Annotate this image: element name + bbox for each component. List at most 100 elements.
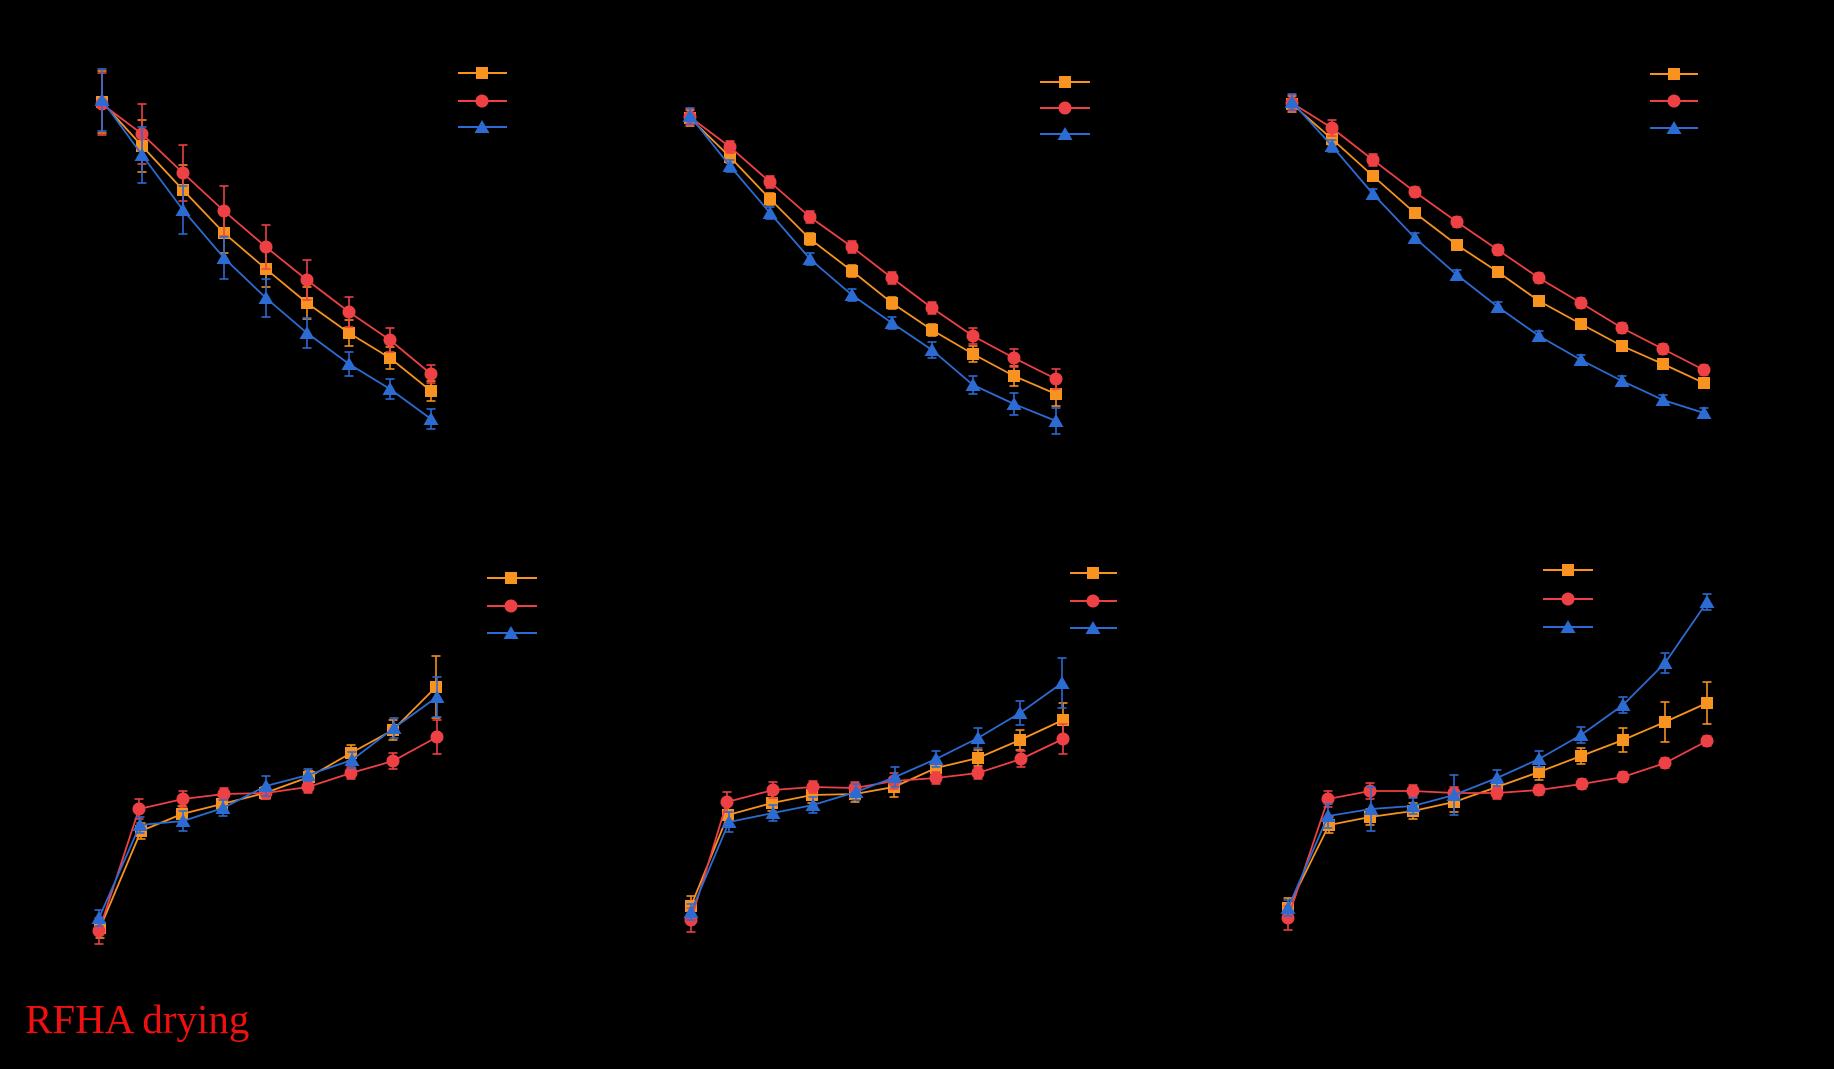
data-point-blue-triangles-7	[1573, 728, 1589, 741]
data-point-blue-triangles-10	[1699, 595, 1715, 608]
series-line-red-circles	[1291, 102, 1705, 371]
data-point-orange-squares-2	[1367, 170, 1379, 182]
data-point-blue-triangles-0	[682, 109, 698, 122]
legend-marker-blue-triangles	[1057, 127, 1073, 140]
data-point-blue-triangles-2	[175, 814, 191, 827]
data-point-blue-triangles-5	[884, 316, 900, 329]
legend-marker-orange-squares	[505, 572, 517, 584]
data-point-red-circles-7	[971, 766, 985, 780]
data-point-red-circles-7	[966, 329, 980, 343]
data-point-red-circles-8	[1014, 752, 1028, 766]
data-point-blue-triangles-9	[1655, 393, 1671, 406]
data-point-blue-triangles-2	[762, 206, 778, 219]
data-point-red-circles-7	[386, 754, 400, 768]
data-point-red-circles-10	[1697, 363, 1711, 377]
data-point-orange-squares-7	[384, 352, 396, 364]
data-point-blue-triangles-9	[1048, 414, 1064, 427]
data-point-blue-triangles-5	[300, 768, 316, 781]
data-point-red-circles-0	[1281, 911, 1295, 925]
error-bars-orange-squares	[685, 109, 1061, 407]
data-point-red-circles-8	[1615, 321, 1629, 335]
data-point-orange-squares-9	[1057, 714, 1069, 726]
data-point-red-circles-5	[300, 273, 314, 287]
data-point-orange-squares-8	[1008, 370, 1020, 382]
data-point-blue-triangles-0	[1280, 901, 1296, 914]
data-point-red-circles-6	[1532, 271, 1546, 285]
data-point-red-circles-3	[803, 210, 817, 224]
legend-marker-red-circles	[1561, 592, 1575, 606]
data-point-red-circles-9	[1049, 372, 1063, 386]
data-point-red-circles-3	[217, 787, 231, 801]
legend-marker-blue-triangles	[1666, 121, 1682, 134]
data-point-blue-triangles-6	[1531, 752, 1547, 765]
series-blue-triangles	[682, 107, 1064, 435]
legend-marker-blue-triangles	[474, 120, 490, 133]
series-line-blue-triangles	[1291, 101, 1705, 414]
data-point-blue-triangles-7	[970, 731, 986, 744]
data-point-red-circles-8	[424, 367, 438, 381]
series-red-circles	[1281, 734, 1714, 931]
data-point-red-circles-5	[1491, 243, 1505, 257]
legend-marker-orange-squares	[1562, 564, 1574, 576]
series-line-red-circles	[689, 116, 1057, 380]
data-point-orange-squares-9	[1657, 358, 1669, 370]
data-point-blue-triangles-5	[887, 770, 903, 783]
data-point-blue-triangles-1	[1320, 809, 1336, 822]
data-point-orange-squares-10	[1698, 377, 1710, 389]
annotation-rfha-drying: RFHA drying	[25, 996, 250, 1042]
series-line-blue-triangles	[689, 115, 1057, 422]
data-point-blue-triangles-5	[299, 326, 315, 339]
data-point-red-circles-5	[1490, 786, 1504, 800]
data-point-red-circles-7	[1574, 296, 1588, 310]
legend-marker-blue-triangles	[503, 626, 519, 639]
error-bars-orange-squares	[686, 702, 1068, 917]
data-point-blue-triangles-9	[1054, 676, 1070, 689]
data-point-red-circles-7	[383, 333, 397, 347]
data-point-red-circles-4	[259, 240, 273, 254]
data-point-blue-triangles-4	[848, 785, 864, 798]
series-blue-triangles	[683, 657, 1070, 921]
data-point-orange-squares-7	[967, 348, 979, 360]
data-point-orange-squares-7	[1575, 750, 1587, 762]
data-point-blue-triangles-6	[344, 753, 360, 766]
data-point-red-circles-1	[1321, 792, 1335, 806]
legend-top-middle	[1040, 76, 1090, 140]
data-point-red-circles-7	[1575, 777, 1589, 791]
chart-top-left	[94, 67, 507, 430]
data-point-blue-triangles-3	[805, 798, 821, 811]
legend-bottom-middle	[1070, 567, 1117, 634]
error-bars-blue-triangles	[686, 657, 1067, 921]
data-point-orange-squares-7	[972, 752, 984, 764]
legend-bottom-right	[1543, 564, 1593, 633]
data-point-blue-triangles-1	[134, 148, 150, 161]
series-orange-squares	[1282, 681, 1713, 919]
legend-marker-orange-squares	[476, 67, 488, 79]
data-point-orange-squares-8	[1617, 734, 1629, 746]
series-line-red-circles	[98, 736, 438, 932]
data-point-red-circles-6	[344, 766, 358, 780]
data-point-red-circles-9	[1658, 756, 1672, 770]
data-point-red-circles-3	[806, 780, 820, 794]
data-point-red-circles-6	[342, 305, 356, 319]
series-red-circles	[95, 72, 438, 384]
legend-top-right	[1650, 68, 1698, 134]
data-point-red-circles-10	[1700, 734, 1714, 748]
series-red-circles	[683, 108, 1063, 390]
data-point-blue-triangles-8	[1012, 706, 1028, 719]
data-point-orange-squares-9	[1659, 716, 1671, 728]
data-point-red-circles-1	[723, 140, 737, 154]
series-line-blue-triangles	[1287, 601, 1708, 909]
error-bars-blue-triangles	[94, 676, 442, 927]
data-point-blue-triangles-7	[965, 378, 981, 391]
data-point-orange-squares-8	[425, 385, 437, 397]
series-red-circles	[1285, 94, 1711, 377]
data-point-blue-triangles-8	[1006, 397, 1022, 410]
data-point-blue-triangles-6	[924, 343, 940, 356]
error-bars-red-circles	[686, 723, 1068, 933]
error-bars-blue-triangles	[1283, 593, 1712, 917]
series-blue-triangles	[91, 676, 445, 927]
series-line-orange-squares	[99, 686, 437, 929]
legend-marker-red-circles	[475, 94, 489, 108]
data-point-blue-triangles-2	[1363, 802, 1379, 815]
